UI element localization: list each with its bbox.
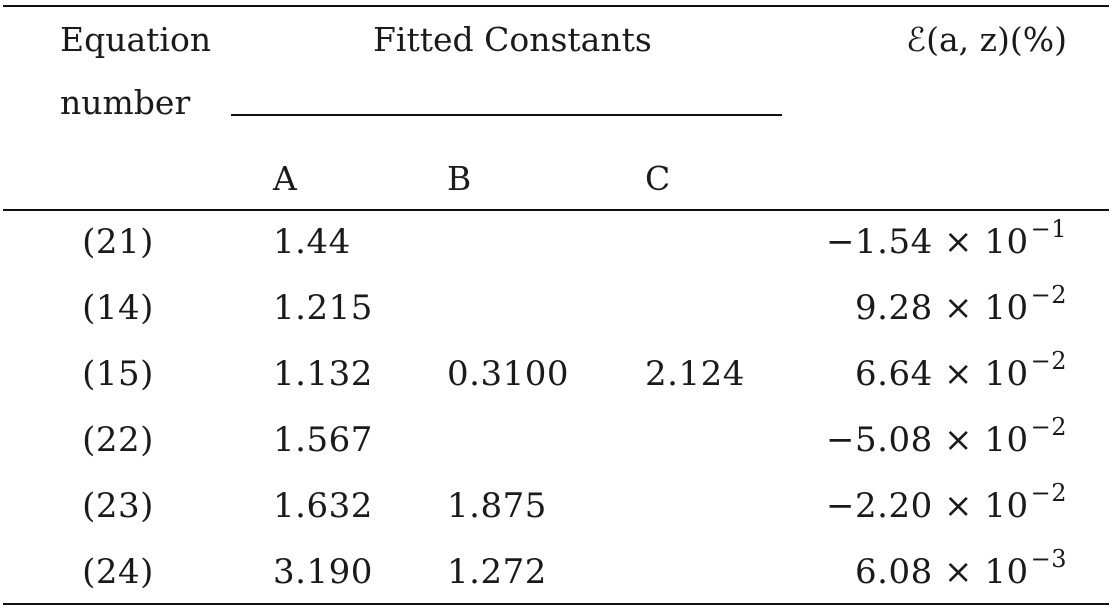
error-mantissa: −1.54 × 10 [826, 222, 1029, 262]
column-b-header: B [447, 159, 472, 198]
top-rule [3, 5, 1109, 7]
equation-number-cell: (15) [82, 354, 154, 394]
error-exponent: −2 [1030, 347, 1067, 375]
error-mantissa: 6.64 × 10 [855, 354, 1029, 394]
constant-a-cell: 1.132 [273, 354, 373, 394]
error-cell: −5.08 × 10−2 [826, 415, 1067, 460]
error-mantissa: −5.08 × 10 [826, 420, 1029, 460]
column-a-header: A [273, 159, 297, 198]
constant-a-cell: 1.215 [273, 288, 373, 328]
error-cell: −2.20 × 10−2 [826, 481, 1067, 526]
equation-number-cell: (14) [82, 288, 154, 328]
error-mantissa: 9.28 × 10 [855, 288, 1029, 328]
equation-number-cell: (21) [82, 222, 154, 262]
constant-b-cell: 1.875 [447, 486, 547, 526]
error-exponent: −2 [1030, 479, 1067, 507]
error-mantissa: −2.20 × 10 [826, 486, 1029, 526]
error-cell: −1.54 × 10−1 [826, 217, 1067, 262]
error-exponent: −1 [1030, 215, 1067, 243]
error-exponent: −2 [1030, 413, 1067, 441]
error-cell: 9.28 × 10−2 [855, 283, 1067, 328]
error-exponent: −2 [1030, 281, 1067, 309]
constant-b-cell: 1.272 [447, 552, 547, 592]
error-exponent: −3 [1030, 545, 1067, 573]
constant-a-cell: 1.567 [273, 420, 373, 460]
constant-a-cell: 1.632 [273, 486, 373, 526]
constant-b-cell: 0.3100 [447, 354, 569, 394]
constant-c-cell: 2.124 [645, 354, 745, 394]
equation-number-cell: (23) [82, 486, 154, 526]
equation-number-cell: (22) [82, 420, 154, 460]
fitted-constants-header: Fitted Constants [373, 20, 652, 59]
error-mantissa: 6.08 × 10 [855, 552, 1029, 592]
column-c-header: C [645, 159, 671, 198]
equation-number-cell: (24) [82, 552, 154, 592]
fitted-constants-rule [231, 114, 782, 116]
constant-a-cell: 3.190 [273, 552, 373, 592]
equation-number-header-line2: number [60, 83, 191, 122]
error-cell: 6.64 × 10−2 [855, 349, 1067, 394]
bottom-rule [3, 603, 1109, 605]
equation-number-header-line1: Equation [60, 20, 212, 59]
header-rule [3, 209, 1109, 211]
error-cell: 6.08 × 10−3 [855, 547, 1067, 592]
constant-a-cell: 1.44 [273, 222, 351, 262]
error-header: ℰ(a, z)(%) [906, 20, 1067, 59]
